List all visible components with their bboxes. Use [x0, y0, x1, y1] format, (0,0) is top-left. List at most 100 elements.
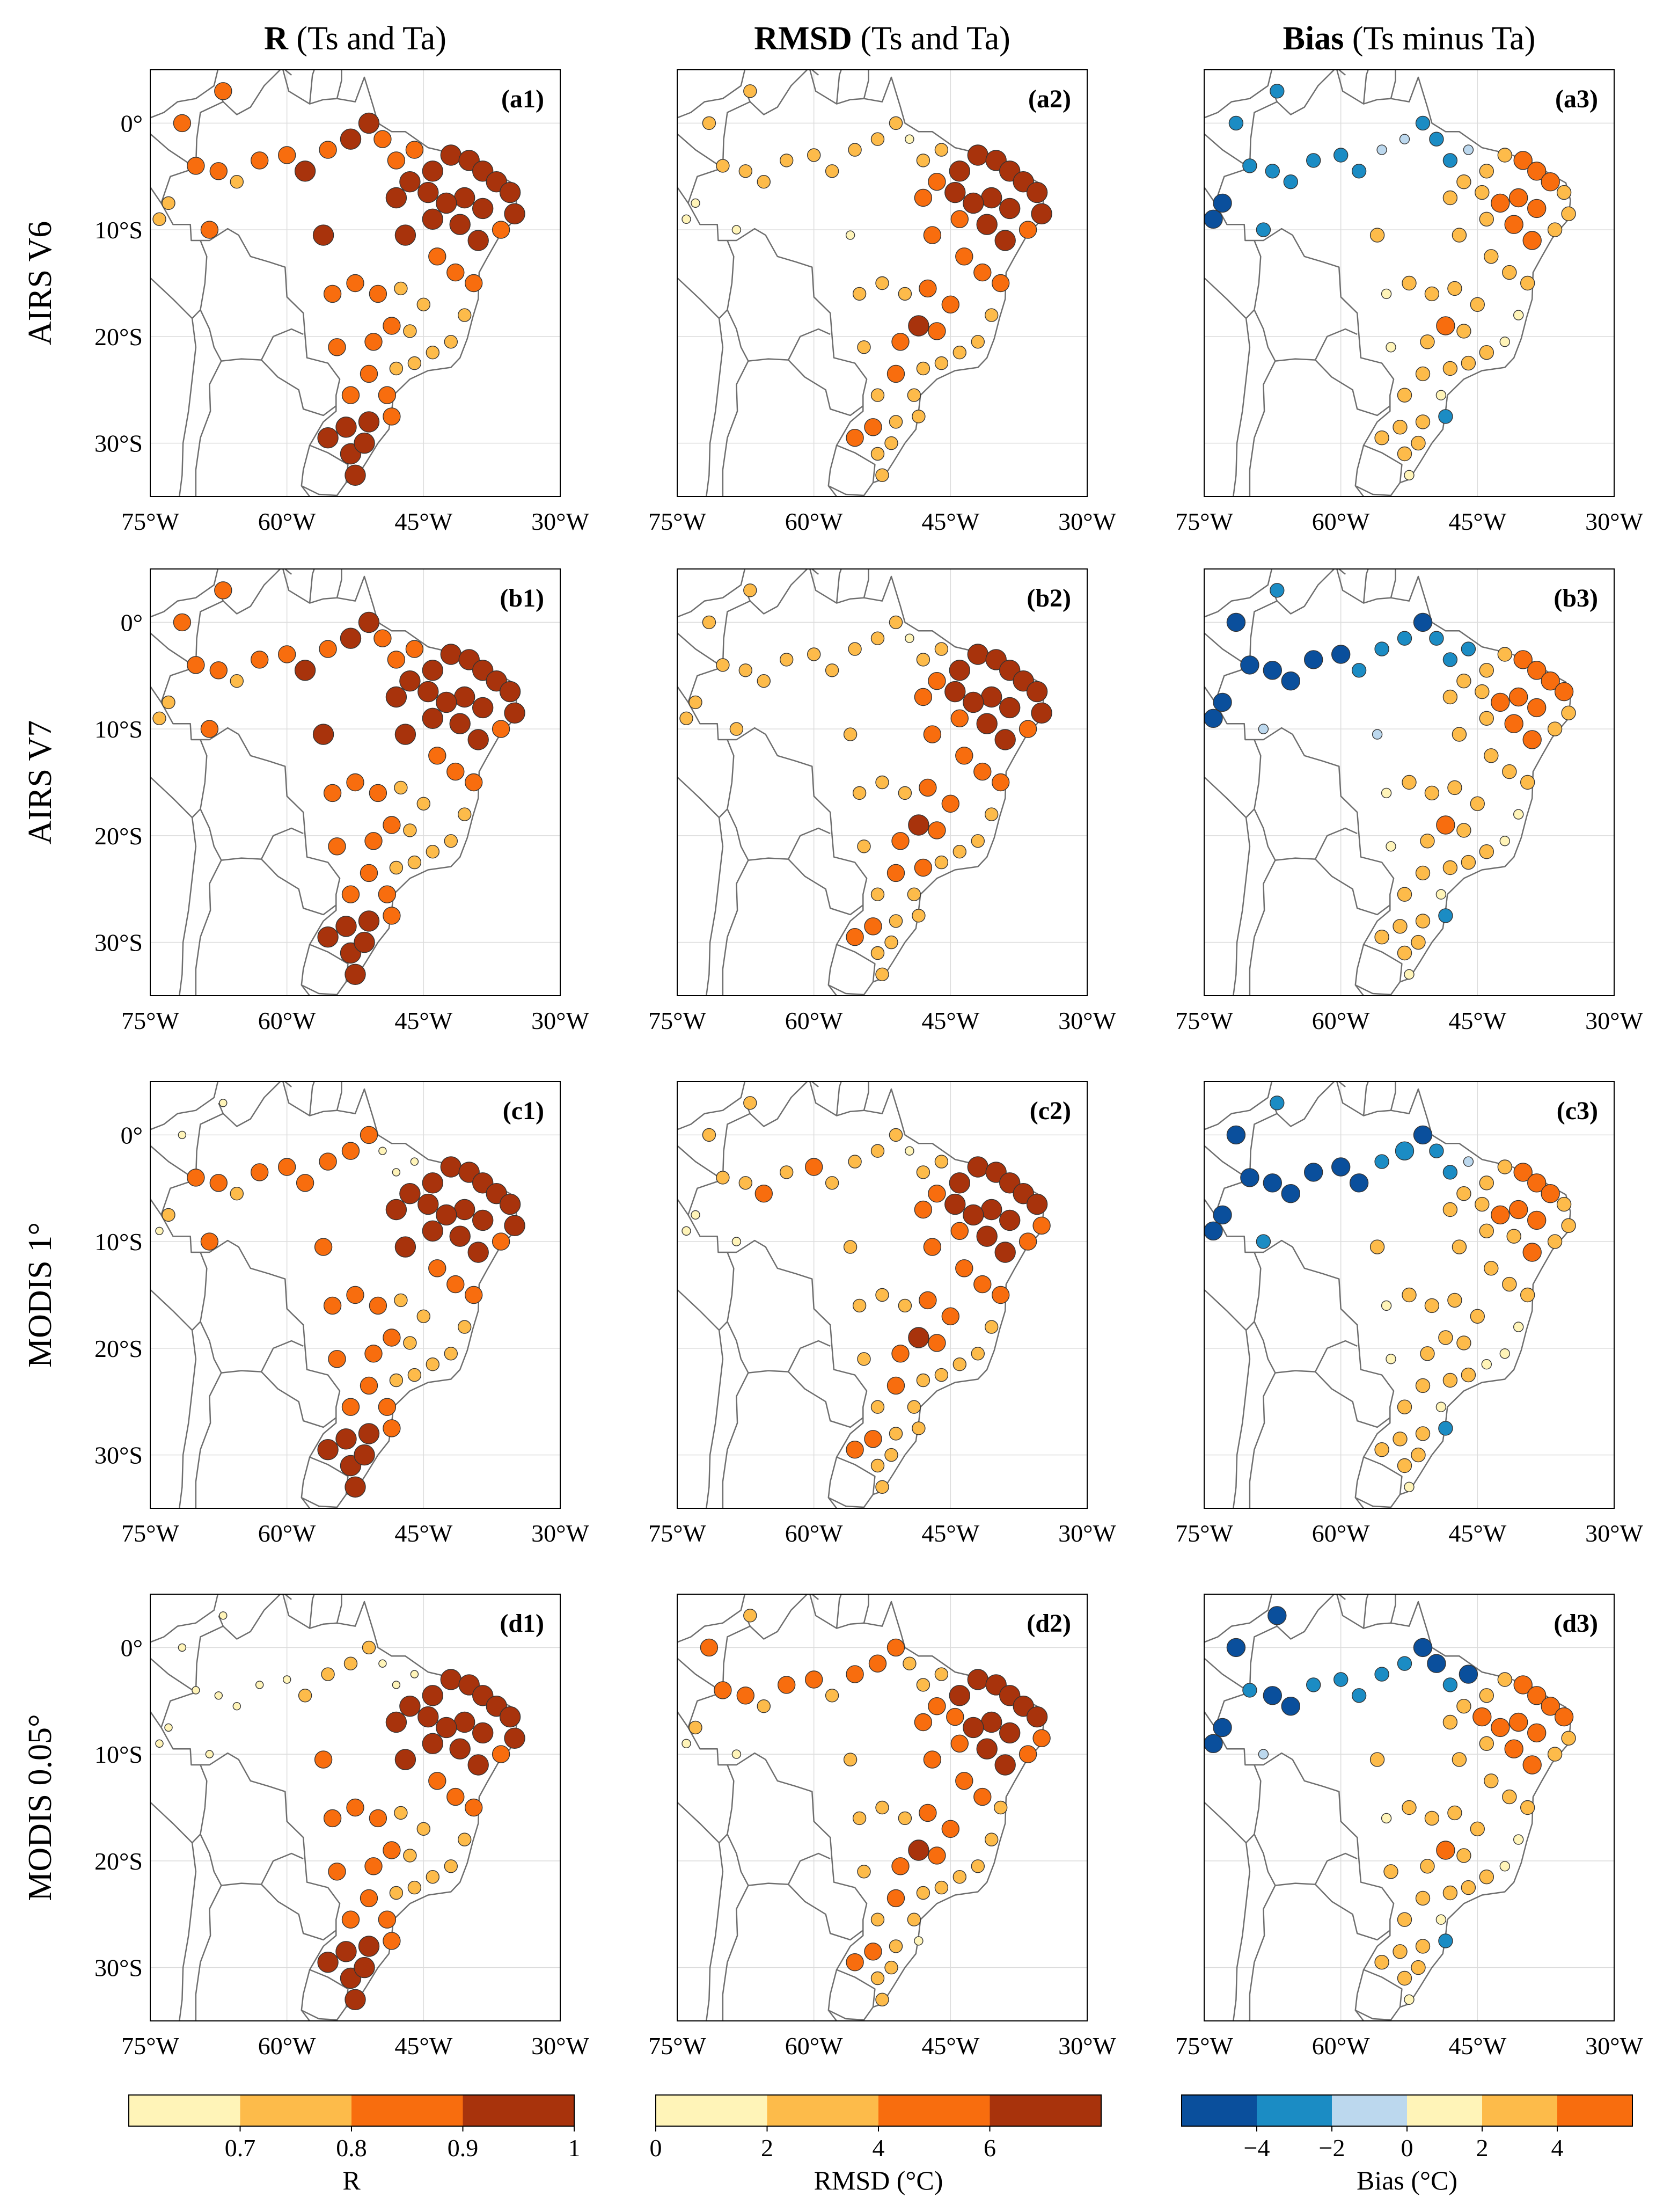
column-title-1-metric: R	[264, 20, 289, 57]
colorbar-1-tick-2: 0.9	[448, 2134, 479, 2162]
panel-b1-station-27	[467, 729, 489, 750]
panel-d1-station-5	[255, 1681, 264, 1689]
panel-b1-station-50	[341, 885, 360, 903]
panel-d1-border-9	[150, 1658, 196, 1693]
panel-a3-border-7	[1354, 445, 1401, 497]
panel-c2-station-50	[870, 1400, 885, 1414]
panel-b1-ytick-1: 10°S	[94, 716, 143, 743]
colorbar-3: −4 −2 0 2 4 Bias (°C)	[1181, 2094, 1633, 2195]
panel-d1-station-29	[385, 1711, 407, 1733]
colorbar-3-segment-3	[1407, 2095, 1482, 2126]
panel-c1-station-2	[187, 1169, 205, 1187]
panel-c1-border-13	[284, 1082, 292, 1087]
panel-c3-station-61	[1256, 1234, 1271, 1249]
panel-a2-station-50	[870, 388, 885, 402]
panel-c1-border-5	[150, 1289, 197, 1508]
panel-d1-station-21	[492, 1745, 510, 1763]
panel-d3-station-2	[1242, 1683, 1257, 1698]
panel-a1-xtick-3: 30°W	[531, 508, 589, 535]
panel-a1-station-2	[187, 157, 205, 175]
panel-d3-station-26	[1504, 1739, 1523, 1758]
panel-d3-border-2	[1254, 1807, 1358, 1886]
panel-a1-station-28	[399, 171, 421, 193]
panel-d1-station-55	[317, 1951, 339, 1973]
panel-a3-station-21	[1547, 222, 1563, 237]
panel-d2-station-27	[994, 1754, 1016, 1776]
panel-b2-station-48	[857, 839, 871, 853]
panel-a2-frame	[677, 69, 1088, 497]
panel-a1-station-48	[328, 338, 346, 356]
panel-b3-station-8	[1374, 641, 1389, 656]
panel-a2-border-6	[719, 309, 728, 319]
panel-b2-station-22	[999, 697, 1021, 719]
panel-c3-station-53	[1415, 1426, 1431, 1441]
panel-d3-station-44	[1381, 1813, 1392, 1824]
panel-d1-station-13	[410, 1670, 419, 1678]
colorbar-3-tick-0: −4	[1244, 2134, 1270, 2162]
panel-d3-border-0	[1214, 1594, 1571, 2008]
panel-a3-border-6	[1245, 309, 1255, 319]
panel-d3-station-8	[1374, 1667, 1389, 1682]
panel-d2-border-0	[687, 1594, 1044, 2008]
panel-c1-frame	[150, 1081, 561, 1509]
panel-a3-station-34	[1520, 275, 1535, 291]
panel-c1-station-38	[407, 1368, 422, 1382]
panel-c2-station-29	[914, 1200, 933, 1219]
panel-b1-station-55	[317, 926, 339, 948]
panel-c3-station-27	[1522, 1243, 1542, 1262]
panel-c1-border-2	[200, 1295, 304, 1374]
panel-b1-station-57	[354, 931, 375, 953]
panel-a1-border-2	[200, 283, 304, 362]
panel-b2-station-50	[870, 887, 885, 901]
colorbar-3-segment-2	[1332, 2095, 1407, 2126]
panel-b1-station-45	[383, 816, 401, 834]
panel-c1-border-10	[150, 1198, 162, 1216]
panel-d3-station-53	[1415, 1939, 1431, 1954]
panel-d1-stations	[155, 1611, 525, 2011]
panel-c3-station-33	[1502, 1276, 1517, 1292]
panel-a3-station-2	[1242, 158, 1257, 173]
panel-c3-station-35	[1513, 1322, 1524, 1332]
panel-c3-station-22	[1527, 1210, 1547, 1230]
panel-a1-station-35	[458, 308, 472, 322]
panel-b2-station-32	[955, 747, 973, 765]
panel-d3-station-17	[1527, 1686, 1547, 1705]
panel-b3-station-31	[1452, 727, 1467, 742]
panel-a1-border-3	[261, 359, 337, 417]
panel-b1-station-49	[360, 864, 378, 882]
panel-b1-station-14	[422, 660, 443, 681]
panel-c3-station-54	[1393, 1432, 1408, 1447]
panel-d1-borders	[150, 1594, 517, 2021]
colorbar-1-segment-0	[129, 2095, 240, 2126]
colorbar-2-tick-1: 2	[761, 2134, 773, 2162]
panel-b3-station-6	[1331, 645, 1351, 664]
panel-b3-station-43	[1402, 775, 1417, 790]
panel-b3-station-48	[1386, 841, 1396, 852]
panel-c3-xtick-3: 30°W	[1585, 1520, 1643, 1547]
panel-c2-border-11	[677, 1082, 746, 1130]
panel-d3-station-30	[1479, 1736, 1494, 1751]
panel-a3-station-57	[1411, 435, 1426, 451]
panel-b3-station-2	[1240, 655, 1259, 675]
panel-c3-border-9	[1204, 1145, 1250, 1180]
panel-a2-station-24	[963, 192, 984, 214]
panel-b2-station-60	[679, 711, 693, 726]
panel-a2-station-20	[1031, 203, 1052, 224]
panel-b1-station-22	[472, 697, 494, 719]
colorbar-3-segment-0	[1182, 2095, 1257, 2126]
panel-d2-station-45	[908, 1839, 929, 1861]
panel-c3-station-14	[1479, 1176, 1494, 1191]
panel-c2-station-23	[980, 1199, 1002, 1221]
panel-a1-ytick-0: 0°	[121, 109, 143, 137]
panel-b3-station-54	[1393, 919, 1408, 934]
panel-c3-station-46	[1456, 1335, 1471, 1350]
panel-b2-station-51	[907, 887, 921, 901]
panel-d2-station-31	[923, 1750, 942, 1769]
panel-c1-station-44	[323, 1296, 342, 1315]
colorbar-3-tick-1: −2	[1319, 2134, 1345, 2162]
panel-b1-station-44	[323, 784, 342, 802]
panel-c1-station-6	[278, 1158, 296, 1176]
panel-c1-station-29	[385, 1199, 407, 1221]
panel-d1-border-1	[200, 1764, 208, 1808]
panel-c1-station-46	[403, 1336, 417, 1350]
